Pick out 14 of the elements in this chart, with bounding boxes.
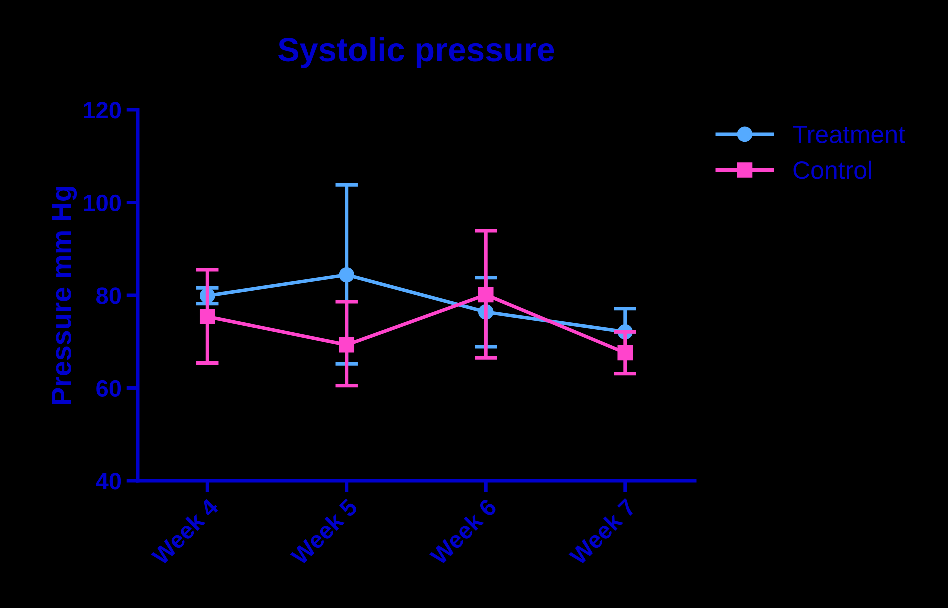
legend-label: Control <box>794 160 872 180</box>
y-tick-label: 40 <box>96 473 122 490</box>
y-axis-title: Pressure mm Hg <box>52 186 78 404</box>
y-tick-label: 120 <box>84 102 122 119</box>
point <box>339 337 355 353</box>
y-tick-label: 80 <box>96 288 122 304</box>
chart-title: Systolic pressure <box>278 37 554 68</box>
legend-label: Treatment <box>793 126 906 144</box>
point <box>339 267 355 283</box>
point <box>200 309 216 324</box>
point <box>618 345 634 361</box>
y-tick-label: 60 <box>96 380 122 398</box>
y-tick-label: 100 <box>84 194 122 212</box>
point <box>478 287 494 303</box>
